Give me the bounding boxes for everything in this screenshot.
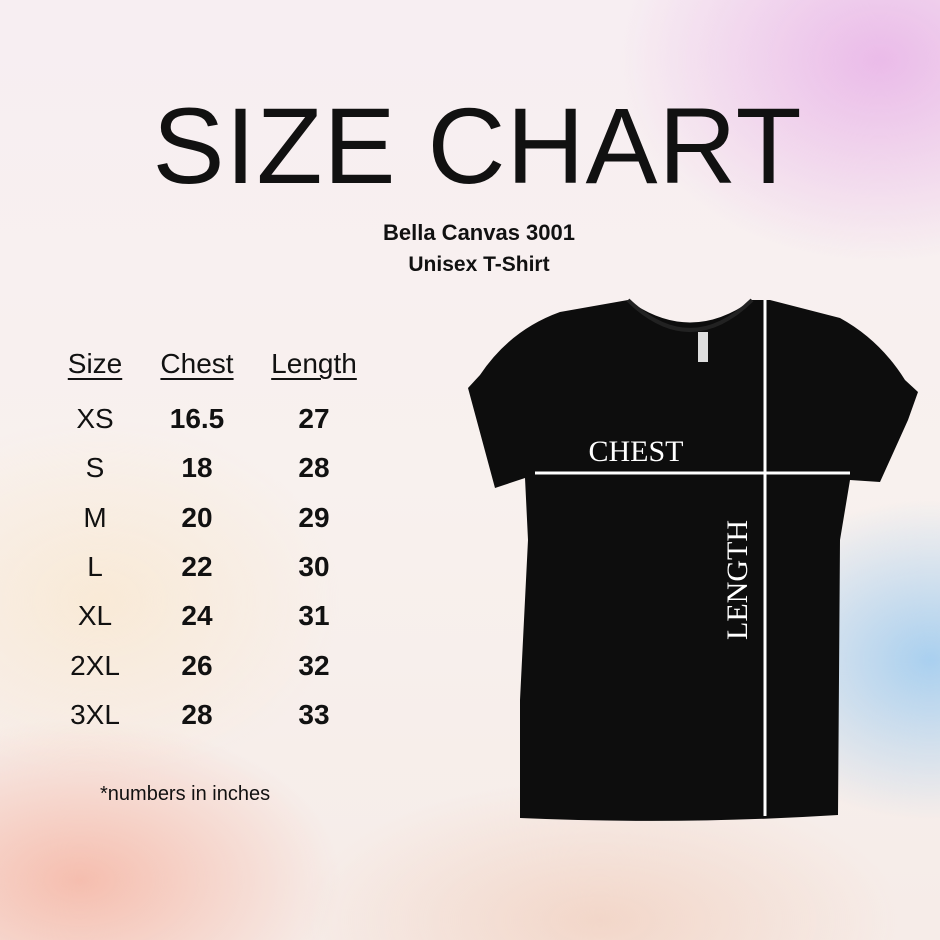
chest-cell: 20 bbox=[181, 501, 213, 533]
length-cell: 32 bbox=[298, 649, 330, 681]
chest-cell: 24 bbox=[181, 600, 213, 632]
size-cell: 3XL bbox=[70, 698, 120, 730]
size-cell: L bbox=[87, 550, 103, 582]
tshirt-shape bbox=[468, 300, 918, 821]
chest-label: CHEST bbox=[588, 435, 683, 468]
chest-cell: 26 bbox=[181, 649, 213, 681]
size-cell: S bbox=[85, 452, 105, 484]
length-cell: 31 bbox=[298, 600, 330, 632]
length-cell: 33 bbox=[298, 698, 330, 730]
length-label: LENGTH bbox=[721, 520, 754, 640]
units-note: *numbers in inches bbox=[100, 783, 271, 805]
size-cell: XL bbox=[77, 600, 113, 632]
chest-cell: 16.5 bbox=[169, 403, 225, 434]
chest-cell: 28 bbox=[181, 698, 213, 730]
size-cell: M bbox=[83, 501, 107, 533]
product-name: Bella Canvas 3001 bbox=[382, 220, 576, 245]
column-header: Chest bbox=[160, 348, 234, 379]
length-cell: 30 bbox=[298, 550, 330, 582]
product-type: Unisex T-Shirt bbox=[408, 253, 550, 276]
column-header: Size bbox=[67, 348, 123, 379]
page-title: SIZE CHART bbox=[152, 85, 803, 206]
chest-cell: 22 bbox=[181, 550, 213, 582]
size-cell: 2XL bbox=[70, 649, 120, 681]
chest-cell: 18 bbox=[181, 452, 213, 484]
collar bbox=[626, 298, 754, 332]
length-cell: 28 bbox=[298, 452, 330, 484]
column-header: Length bbox=[271, 348, 357, 379]
neck-label-tag bbox=[698, 332, 708, 362]
length-cell: 27 bbox=[298, 403, 330, 434]
length-cell: 29 bbox=[298, 501, 330, 533]
size-cell: XS bbox=[76, 403, 114, 434]
